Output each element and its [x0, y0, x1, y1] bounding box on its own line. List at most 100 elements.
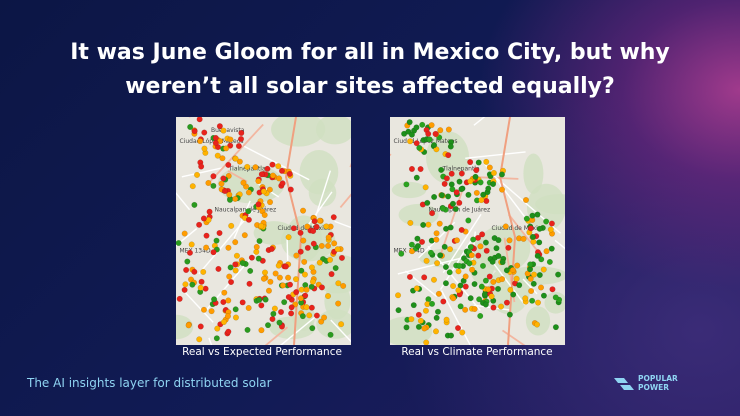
site-dot [308, 264, 315, 271]
site-dot [510, 291, 517, 298]
site-dot [286, 170, 293, 177]
site-dot [441, 243, 448, 250]
site-dot [413, 140, 420, 147]
site-dot [443, 316, 450, 323]
site-dot [200, 215, 207, 222]
park [308, 178, 337, 207]
site-dot [475, 252, 482, 259]
site-dot [447, 224, 454, 231]
site-dot [513, 275, 520, 282]
site-dot [472, 173, 479, 180]
site-dot [413, 285, 420, 292]
site-dot [490, 278, 497, 285]
site-dot [455, 268, 462, 275]
site-dot [279, 180, 286, 187]
site-dot [285, 274, 292, 281]
site-dot [310, 228, 317, 235]
site-dot [287, 281, 294, 288]
site-dot [458, 226, 465, 233]
site-dot [485, 185, 492, 192]
site-dot [232, 195, 239, 202]
site-dot [208, 308, 215, 315]
site-dot [470, 236, 477, 243]
site-dot [272, 270, 279, 277]
site-dot [449, 200, 456, 207]
site-dot [220, 319, 227, 326]
site-dot [258, 222, 265, 229]
site-dot [509, 266, 516, 273]
park [391, 181, 427, 199]
site-dot [419, 238, 426, 245]
site-dot [264, 322, 271, 329]
site-dot [486, 164, 493, 171]
site-dot [258, 327, 265, 334]
site-dot [495, 285, 502, 292]
site-dot [529, 212, 536, 219]
site-dot [483, 247, 490, 254]
site-dot [423, 339, 430, 345]
site-dot [311, 218, 318, 225]
map-caption: Real vs Climate Performance [401, 346, 553, 358]
site-dot [338, 321, 345, 328]
site-dot [548, 245, 555, 252]
site-dot [256, 237, 263, 244]
site-dot [432, 328, 439, 335]
road [465, 151, 526, 160]
site-dot [421, 325, 428, 332]
site-dot [416, 144, 423, 151]
site-dot [232, 155, 239, 162]
site-dot [299, 313, 306, 320]
site-dot [432, 130, 439, 137]
site-dot [534, 252, 541, 259]
site-dot [445, 152, 452, 159]
site-dot [261, 269, 268, 276]
site-dot [202, 285, 209, 292]
site-dot [196, 221, 203, 228]
site-dot [538, 284, 545, 291]
site-dot [316, 259, 323, 266]
site-dot [194, 171, 201, 178]
site-dot [417, 317, 424, 324]
site-dot [318, 242, 325, 249]
site-dot [469, 266, 476, 273]
site-dot [408, 165, 415, 172]
site-dot [535, 299, 542, 306]
site-dot [462, 273, 469, 280]
site-dot [413, 124, 420, 131]
site-dot [407, 138, 414, 145]
site-dot [223, 145, 230, 152]
site-dot [216, 230, 223, 237]
site-dot [239, 299, 246, 306]
site-dot [245, 208, 252, 215]
site-dot [488, 293, 495, 300]
site-dot [248, 254, 255, 261]
site-dot [467, 244, 474, 251]
site-dot [197, 323, 204, 330]
site-dot [440, 298, 447, 305]
site-dot [228, 222, 235, 229]
site-dot [482, 301, 489, 308]
site-dot [301, 271, 308, 278]
site-dot [420, 221, 427, 228]
site-dot [332, 265, 339, 272]
site-dot [430, 276, 437, 283]
site-dot [288, 304, 295, 311]
site-dot [429, 300, 436, 307]
site-dot [269, 161, 276, 168]
site-dot [489, 258, 496, 265]
site-dot [428, 122, 435, 129]
site-dot [304, 244, 311, 251]
site-dot [534, 321, 541, 328]
road [305, 191, 333, 229]
site-dot [434, 260, 441, 267]
site-dot [552, 294, 559, 301]
site-dot [465, 191, 472, 198]
map-label: Tlalnepantla [442, 166, 480, 173]
site-dot [499, 186, 506, 193]
map: Ciudad López MateosTlalnepantlaNaucalpan… [390, 117, 565, 345]
site-dot [477, 179, 484, 186]
site-dot [255, 255, 262, 262]
site-dot [457, 303, 464, 310]
site-dot [524, 270, 531, 277]
